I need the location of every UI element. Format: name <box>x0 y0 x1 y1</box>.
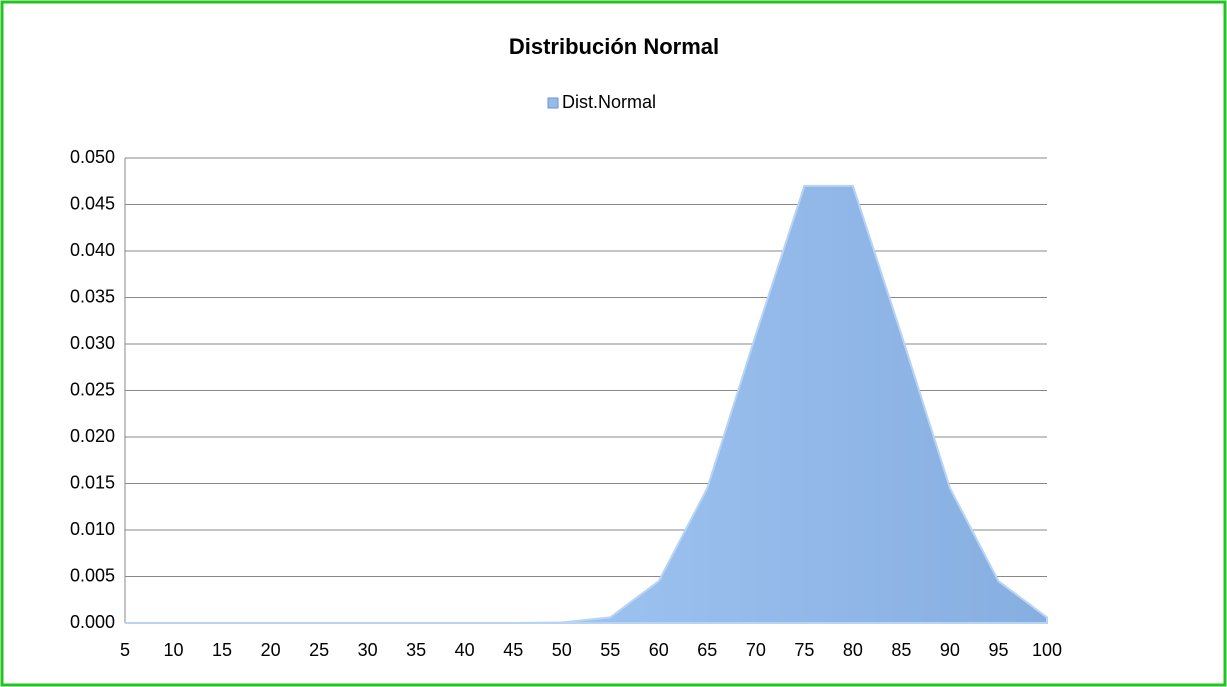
y-tick-label: 0.010 <box>70 519 115 539</box>
y-tick-label: 0.045 <box>70 193 115 213</box>
x-tick-label: 40 <box>455 640 475 660</box>
legend-swatch <box>547 97 559 109</box>
y-tick-label: 0.020 <box>70 426 115 446</box>
x-tick-label: 55 <box>600 640 620 660</box>
x-tick-label: 5 <box>120 640 130 660</box>
x-tick-label: 70 <box>746 640 766 660</box>
x-tick-label: 20 <box>261 640 281 660</box>
y-tick-label: 0.000 <box>70 612 115 632</box>
x-tick-label: 95 <box>988 640 1008 660</box>
x-tick-label: 75 <box>794 640 814 660</box>
y-tick-label: 0.030 <box>70 333 115 353</box>
y-tick-label: 0.015 <box>70 472 115 492</box>
y-tick-label: 0.005 <box>70 565 115 585</box>
x-tick-label: 35 <box>406 640 426 660</box>
x-tick-label: 50 <box>552 640 572 660</box>
y-tick-label: 0.040 <box>70 240 115 260</box>
x-tick-label: 30 <box>358 640 378 660</box>
x-tick-label: 85 <box>891 640 911 660</box>
y-tick-label: 0.050 <box>70 147 115 167</box>
x-tick-label: 25 <box>309 640 329 660</box>
x-tick-label: 10 <box>164 640 184 660</box>
x-tick-label: 60 <box>649 640 669 660</box>
x-tick-label: 45 <box>503 640 523 660</box>
area <box>125 184 1048 624</box>
y-tick-label: 0.035 <box>70 286 115 306</box>
legend-label: Dist.Normal <box>562 92 656 112</box>
x-tick-label: 90 <box>940 640 960 660</box>
x-tick-label: 80 <box>843 640 863 660</box>
x-tick-label: 15 <box>212 640 232 660</box>
x-tick-label: 65 <box>697 640 717 660</box>
chart-title: Distribución Normal <box>509 34 719 59</box>
x-tick-label: 100 <box>1032 640 1062 660</box>
y-tick-label: 0.025 <box>70 379 115 399</box>
